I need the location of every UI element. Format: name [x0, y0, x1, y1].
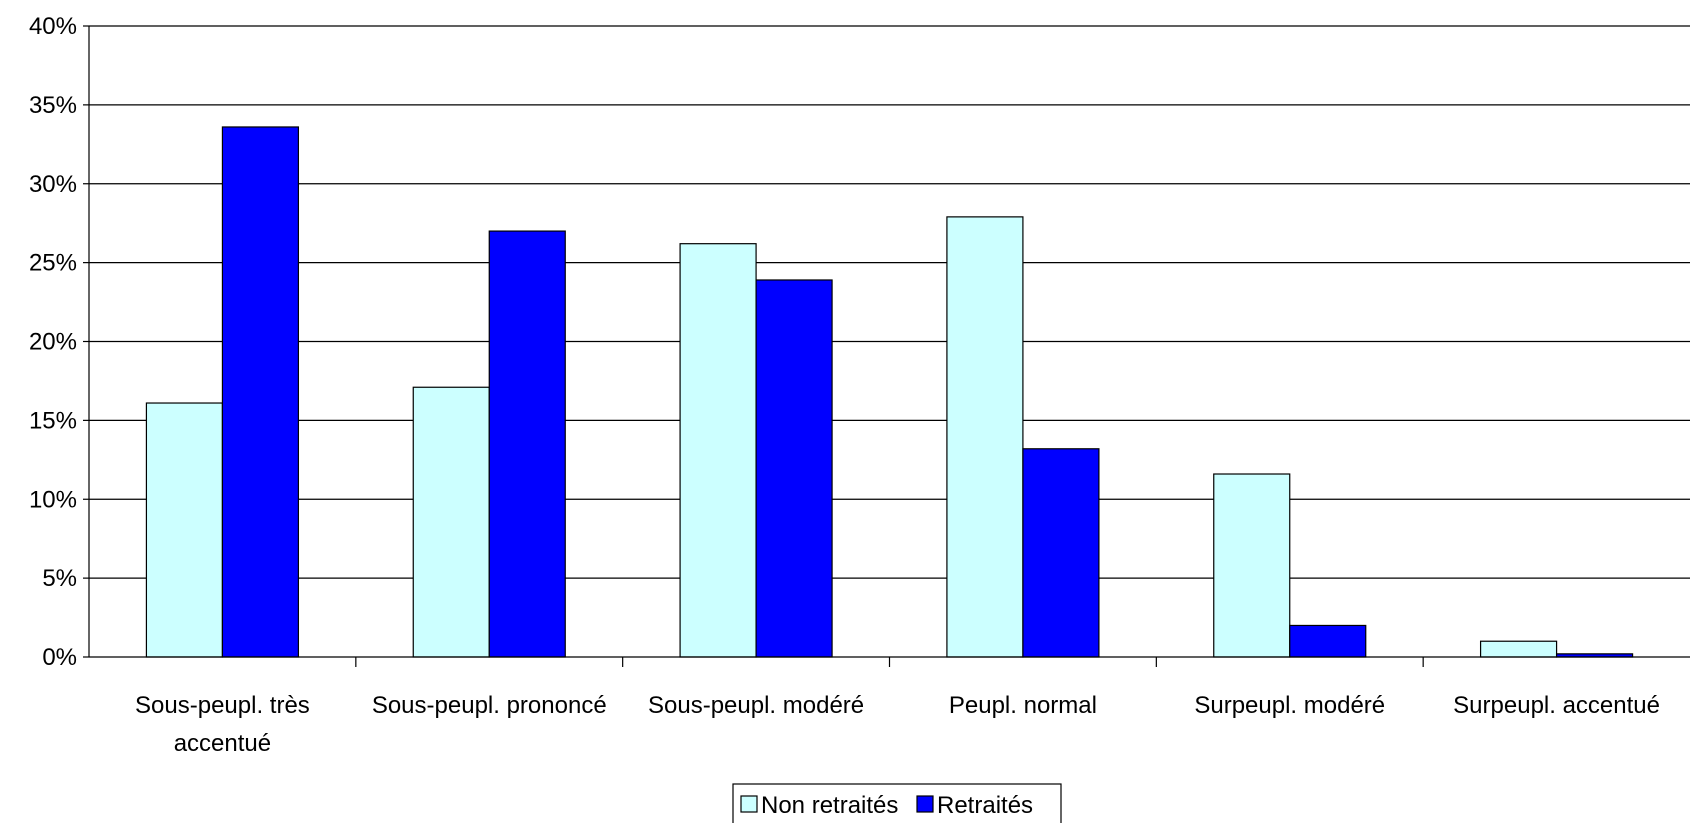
y-tick-label: 0% [42, 644, 77, 671]
x-category-label-line: Peupl. normal [949, 692, 1097, 719]
bar-non-retraites [145, 402, 224, 658]
y-tick-label: 30% [29, 171, 77, 198]
y-tick-label: 5% [42, 565, 77, 592]
y-tick-label: 40% [29, 13, 77, 40]
x-category-label-line: Surpeupl. accentué [1453, 692, 1660, 719]
legend-label: Retraités [937, 792, 1033, 819]
x-category-label-line: Surpeupl. modéré [1194, 692, 1385, 719]
bar-retraites [488, 230, 566, 658]
legend-box [732, 783, 1062, 825]
x-category-labels: Sous-peupl. très accentué Sous-peupl. pron… [135, 692, 1660, 757]
bar-non-retraites [946, 216, 1024, 658]
gridlines [89, 25, 1690, 579]
y-tick-label: 10% [29, 486, 77, 513]
x-category-label: Surpeupl. accentué [1453, 692, 1660, 719]
legend-swatch [740, 795, 758, 813]
bar-non-retraites [1479, 640, 1558, 658]
x-category-label-line: Sous-peupl. prononcé [372, 692, 607, 719]
legend-label: Non retraités [761, 792, 898, 819]
y-tick-label: 35% [29, 92, 77, 119]
x-category-label: Surpeupl. modéré [1194, 692, 1385, 719]
x-category-label: Peupl. normal [949, 692, 1097, 719]
bar-retraites [755, 279, 833, 658]
x-category-label: Sous-peupl. très accentué [135, 692, 310, 757]
x-category-label-line: accentué [174, 730, 271, 757]
bars [145, 126, 1634, 658]
bar-non-retraites [679, 243, 757, 658]
y-tick-label: 20% [29, 329, 77, 356]
y-tick-label: 15% [29, 407, 77, 434]
y-tick-label: 25% [29, 250, 77, 277]
x-category-label: Sous-peupl. prononcé [372, 692, 607, 719]
y-tick-labels: 0% 5% 10% 15% 20% 25% 30% 35% 40% [29, 13, 77, 671]
bar-non-retraites [412, 386, 490, 658]
x-category-label-line: Sous-peupl. très [135, 692, 310, 719]
legend: Non retraités Retraités [732, 783, 1062, 825]
x-category-label: Sous-peupl. modéré [648, 692, 864, 719]
bar-retraites [1022, 448, 1100, 658]
bar-non-retraites [1213, 473, 1291, 658]
bar-retraites [1289, 624, 1367, 658]
x-category-label-line: Sous-peupl. modéré [648, 692, 864, 719]
legend-swatch [916, 795, 934, 813]
axes [83, 25, 1690, 667]
bar-retraites [221, 126, 300, 658]
